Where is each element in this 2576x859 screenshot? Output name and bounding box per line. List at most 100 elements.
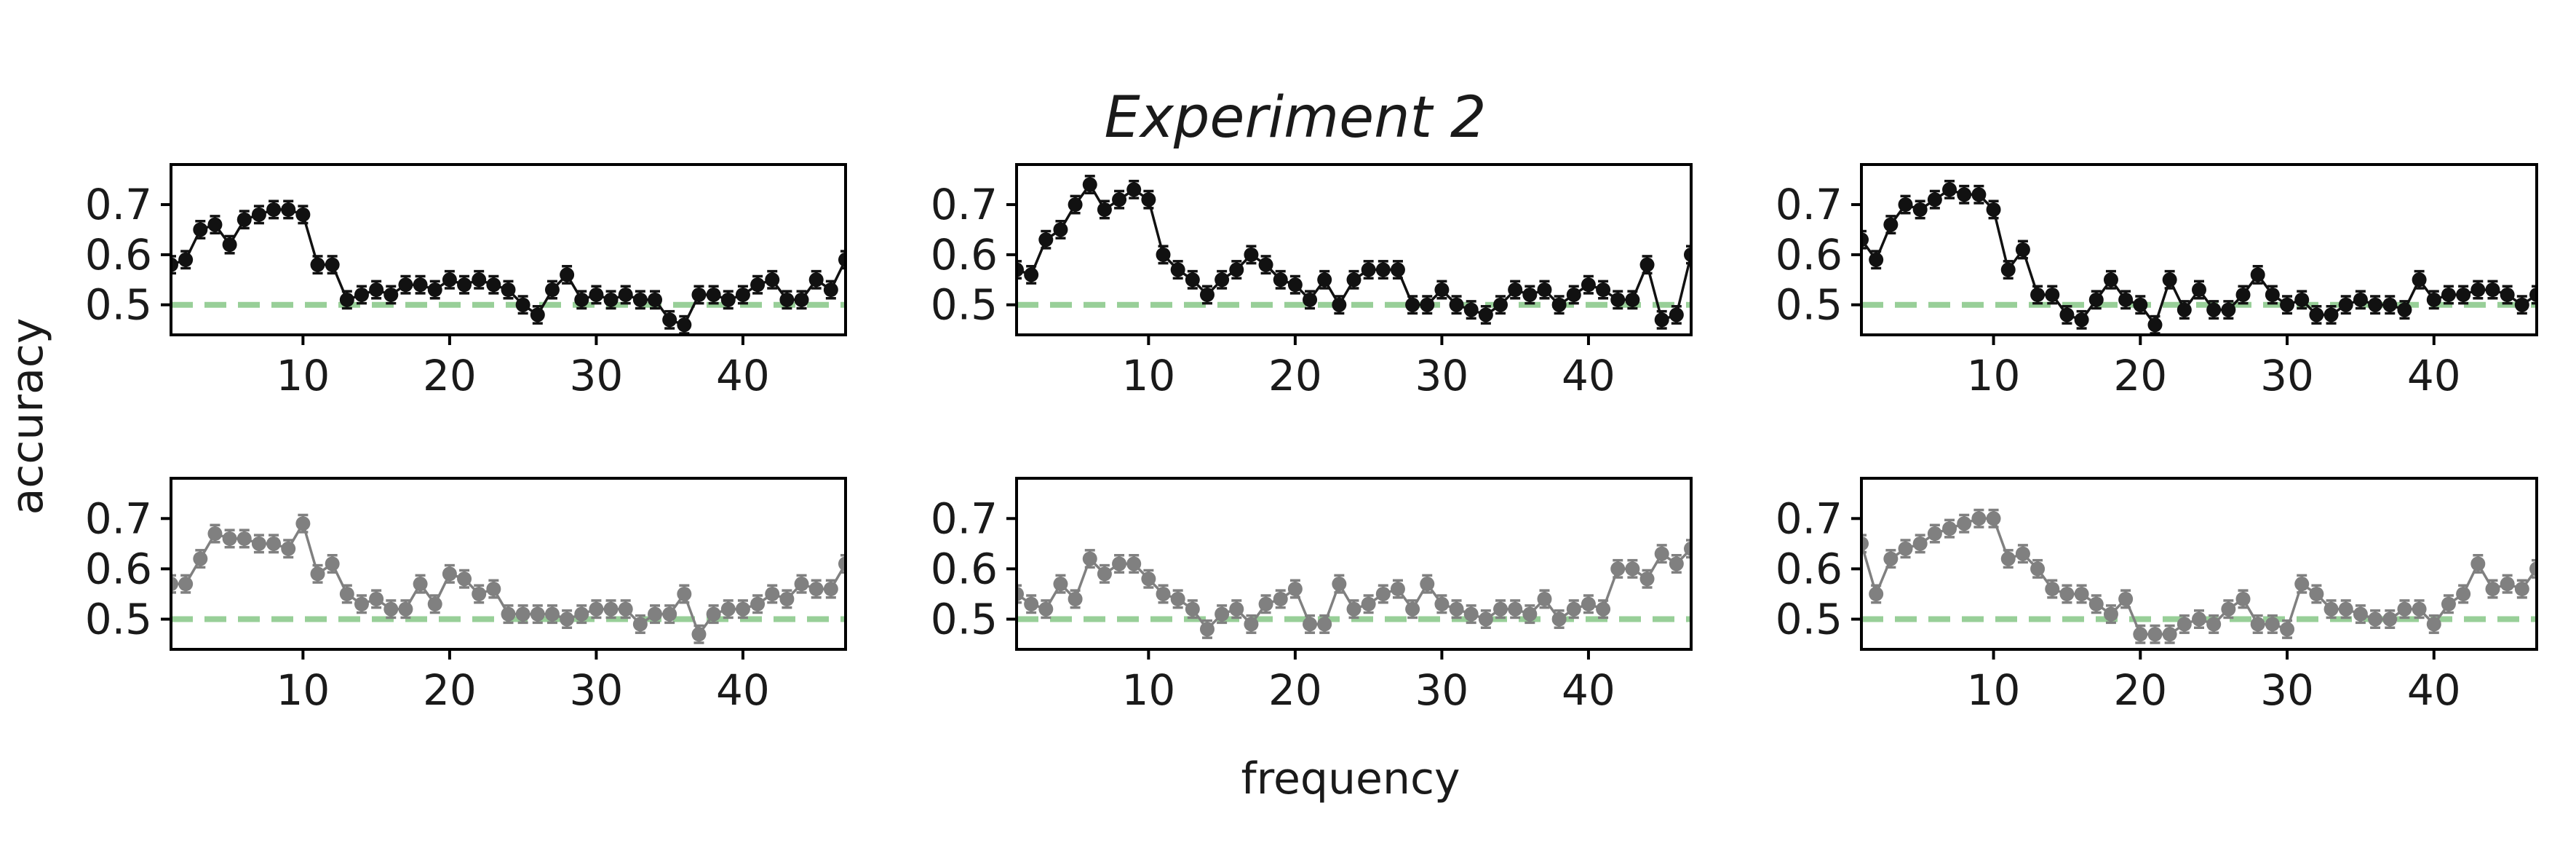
y-tick-label: 0.5 xyxy=(1776,280,1842,330)
data-point xyxy=(1038,601,1054,617)
error-bar xyxy=(1686,245,1691,265)
data-point xyxy=(1258,596,1273,611)
data-point xyxy=(339,292,354,307)
data-point xyxy=(2221,601,2236,617)
data-point xyxy=(281,541,296,556)
data-point xyxy=(2000,262,2016,277)
data-point xyxy=(779,591,795,606)
data-point xyxy=(1258,257,1273,272)
data-point xyxy=(2088,596,2104,611)
x-tick-label: 10 xyxy=(1967,665,2021,715)
data-point xyxy=(1522,287,1538,302)
data-point xyxy=(1883,217,1899,232)
data-point xyxy=(2485,282,2500,298)
data-point xyxy=(677,586,692,601)
data-point xyxy=(369,591,384,606)
data-point xyxy=(750,277,766,293)
y-tick-label: 0.7 xyxy=(1776,494,1842,543)
panel-top-left: 10 20 30 40 0.50.60.7 xyxy=(85,163,847,400)
error-bar xyxy=(1017,584,1022,604)
data-point xyxy=(1287,582,1303,597)
data-point xyxy=(251,207,266,222)
data-point xyxy=(1596,601,1611,617)
y-tick-label: 0.5 xyxy=(931,595,998,644)
x-tick-label: 20 xyxy=(2113,665,2167,715)
error-bar xyxy=(840,554,846,574)
data-point xyxy=(1024,267,1039,282)
data-point xyxy=(1434,282,1450,298)
data-point xyxy=(2368,297,2383,312)
data-point xyxy=(794,292,809,307)
panel-frame xyxy=(170,163,847,336)
data-point xyxy=(1551,611,1567,627)
data-point xyxy=(838,252,846,267)
data-point xyxy=(193,551,208,566)
data-point xyxy=(236,531,252,546)
x-tick-label: 30 xyxy=(1415,665,1469,715)
data-point xyxy=(178,577,194,592)
data-point xyxy=(1112,192,1127,207)
data-point xyxy=(2192,611,2206,627)
data-point xyxy=(2353,292,2368,307)
data-point xyxy=(1375,262,1391,277)
panel-frame xyxy=(1015,163,1693,336)
data-point xyxy=(2250,267,2265,282)
x-tick-label: 20 xyxy=(423,665,477,715)
data-point xyxy=(2192,282,2206,298)
data-point xyxy=(1053,577,1068,592)
data-point xyxy=(530,606,545,622)
data-point xyxy=(1082,177,1097,192)
data-point xyxy=(325,556,340,571)
panel-frame xyxy=(1860,477,2538,651)
data-point xyxy=(281,202,296,217)
data-point xyxy=(838,556,846,571)
data-point xyxy=(2280,622,2295,637)
data-point xyxy=(398,277,413,293)
data-point xyxy=(1463,606,1479,622)
data-point xyxy=(1942,182,1957,197)
error-bar xyxy=(840,250,846,270)
y-tick-label: 0.6 xyxy=(1776,230,1842,280)
data-point xyxy=(691,627,707,642)
data-point xyxy=(1625,561,1640,577)
y-tick-label: 0.6 xyxy=(85,544,152,593)
data-point xyxy=(2235,287,2251,302)
data-point xyxy=(2309,586,2324,601)
data-point xyxy=(1017,262,1024,277)
data-point xyxy=(2118,292,2134,307)
x-tick-label: 30 xyxy=(2260,351,2314,400)
data-point xyxy=(544,282,560,298)
x-tick-label: 30 xyxy=(2260,665,2314,715)
data-point xyxy=(2456,287,2471,302)
data-point xyxy=(236,212,252,227)
data-point xyxy=(310,257,325,272)
data-point xyxy=(2500,577,2515,592)
data-point xyxy=(1170,262,1185,277)
data-point xyxy=(2147,317,2163,333)
data-point xyxy=(1927,192,1942,207)
data-point xyxy=(765,586,780,601)
data-point xyxy=(1053,222,1068,237)
panel-top-right: 10 20 30 40 0.50.60.7 xyxy=(1776,163,2538,400)
data-point xyxy=(1215,606,1230,622)
data-point xyxy=(1522,606,1538,622)
data-point xyxy=(266,536,282,551)
data-point xyxy=(823,282,838,298)
data-point xyxy=(1957,516,1972,531)
data-point xyxy=(1566,287,1581,302)
data-point xyxy=(706,606,721,622)
data-point xyxy=(1156,586,1171,601)
x-tick-label: 40 xyxy=(2407,665,2461,715)
data-point xyxy=(1215,272,1230,288)
data-point xyxy=(1405,297,1420,312)
y-tick-label: 0.6 xyxy=(931,230,998,280)
data-point xyxy=(2103,606,2118,622)
data-point xyxy=(1112,556,1127,571)
panel-frame xyxy=(1860,163,2538,336)
data-point xyxy=(808,272,824,288)
data-point xyxy=(677,317,692,333)
data-point xyxy=(1986,202,2001,217)
data-point xyxy=(1957,187,1972,202)
data-point xyxy=(1346,601,1361,617)
data-point xyxy=(427,282,442,298)
